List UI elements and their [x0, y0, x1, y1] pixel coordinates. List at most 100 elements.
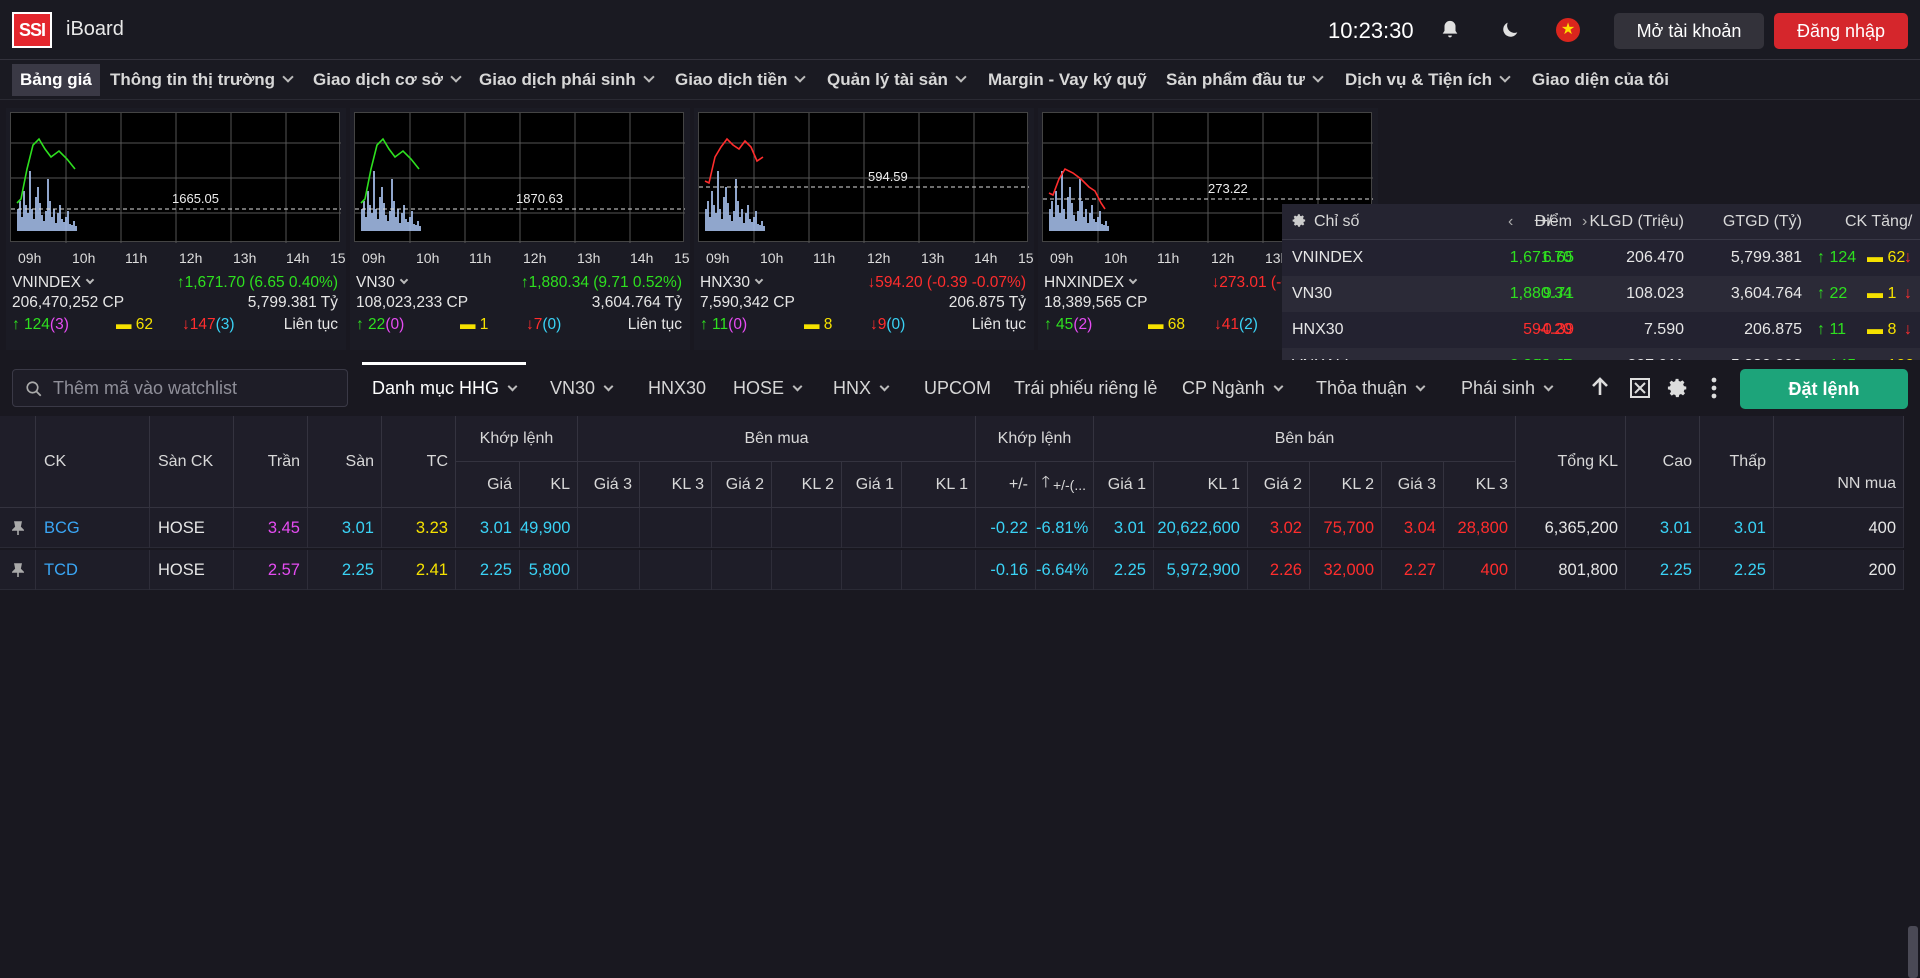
index-row-hnx30[interactable]: HNX30 594.20 -0.39 7.590 206.875 ↑ 11 ▬ 8 ↓ — [1282, 312, 1920, 348]
menu-giao-dich-phai-sinh[interactable]: Giao dịch phái sinh — [479, 60, 655, 100]
col-bgia3[interactable]: Giá 3 — [578, 462, 640, 508]
col-tong-kl[interactable]: Tổng KL — [1516, 416, 1626, 508]
tab-upcom[interactable]: UPCOM — [924, 378, 991, 398]
tab-trái-phiếu-riêng-lẻ[interactable]: Trái phiếu riêng lẻ — [1014, 378, 1158, 398]
ssi-logo[interactable]: SSI — [12, 12, 52, 48]
menu-giao-dich-co-so[interactable]: Giao dịch cơ sở — [313, 60, 462, 100]
index-card-vn30[interactable]: 1870.63 09h 10h 11h 12h 13h 14h 15h VN30 ↑1,880.3… — [350, 108, 690, 350]
hour-label: 12h — [867, 250, 891, 266]
col-san[interactable]: Sàn — [308, 416, 382, 508]
col-change[interactable]: +/- — [976, 462, 1036, 508]
sort-up-icon[interactable]: 🡑 — [1041, 474, 1050, 491]
col-bgia1[interactable]: Giá 1 — [842, 462, 902, 508]
tab-vn30[interactable]: VN30 — [550, 360, 614, 416]
gear-icon[interactable] — [1292, 213, 1307, 233]
index-value: ↑1,880.34 (9.71 0.52%) — [520, 274, 682, 291]
tab-hose[interactable]: HOSE — [733, 360, 803, 416]
index-card-hnx30[interactable]: 594.59 09h 10h 11h 12h 13h 14h 15h HNX30 ↓594.20 … — [694, 108, 1034, 350]
table-row[interactable]: TCD HOSE 2.57 2.25 2.41 2.25 5,800 -0.16 -6.64% 2… — [0, 550, 1904, 590]
pin-icon[interactable] — [0, 508, 36, 548]
index-name[interactable]: HNX30 — [700, 274, 764, 292]
col-thap[interactable]: Thấp — [1700, 416, 1774, 508]
col-skl1[interactable]: KL 1 — [1154, 462, 1248, 508]
col-ben-mua[interactable]: Bên mua — [578, 416, 976, 462]
col-khop-lenh[interactable]: Khớp lệnh — [456, 416, 578, 462]
cell-sanp: 2.25 — [308, 550, 382, 590]
upload-icon[interactable] — [1586, 374, 1614, 402]
menu-giao-dich-tien[interactable]: Giao dịch tiền — [675, 60, 807, 100]
col-san-ck[interactable]: Sàn CK — [150, 416, 234, 508]
decliners: ↓41(2) — [1214, 316, 1258, 333]
tab-phái-sinh[interactable]: Phái sinh — [1461, 360, 1554, 416]
menu-san-pham-dau-tu[interactable]: Sản phẩm đầu tư — [1166, 60, 1324, 100]
col-khop-lenh-2[interactable]: Khớp lệnh — [976, 416, 1094, 462]
index-name[interactable]: VNINDEX — [12, 274, 95, 292]
col-skl3[interactable]: KL 3 — [1444, 462, 1516, 508]
tab-hnx[interactable]: HNX — [833, 360, 890, 416]
hour-label: 13h — [233, 250, 257, 266]
intraday-chart[interactable]: 1870.63 — [354, 112, 685, 243]
col-sgia1[interactable]: Giá 1 — [1094, 462, 1154, 508]
vietnam-flag-icon[interactable]: ★ — [1554, 16, 1582, 44]
cell-gia: 2.25 — [456, 550, 520, 590]
chevron-right-icon[interactable]: › — [1582, 213, 1588, 230]
menu-bang-gia[interactable]: Bảng giá — [12, 64, 100, 96]
col-tran[interactable]: Trần — [234, 416, 308, 508]
col-bkl3[interactable]: KL 3 — [640, 462, 712, 508]
tab-cp-ngành[interactable]: CP Ngành — [1182, 360, 1284, 416]
index-card-vnindex[interactable]: 1665.05 09h 10h 11h 12h 13h 14h 15h VNINDEX ↑1,67… — [6, 108, 346, 350]
chevron-down-icon — [450, 71, 462, 83]
menu-dich-vu-tien-ich[interactable]: Dịch vụ & Tiện ích — [1345, 60, 1511, 100]
intraday-chart[interactable]: 1665.05 — [10, 112, 341, 243]
bell-icon[interactable] — [1436, 16, 1464, 44]
intraday-chart[interactable]: 594.59 — [698, 112, 1029, 243]
app-name: iBoard — [66, 18, 124, 40]
col-ben-ban[interactable]: Bên bán — [1094, 416, 1516, 462]
cell-kl: 49,900 — [520, 508, 578, 548]
excel-icon[interactable] — [1626, 374, 1654, 402]
table-row[interactable]: BCG HOSE 3.45 3.01 3.23 3.01 49,900 -0.22 -6.81%… — [0, 508, 1904, 548]
col-sgia3[interactable]: Giá 3 — [1382, 462, 1444, 508]
index-row-name: VNINDEX — [1292, 249, 1364, 266]
chevron-left-icon[interactable]: ‹ — [1508, 213, 1514, 230]
col-kl[interactable]: KL — [520, 462, 578, 508]
menu-margin[interactable]: Margin - Vay ký quỹ — [988, 70, 1147, 89]
login-button[interactable]: Đăng nhập — [1774, 13, 1908, 49]
col-sgia2[interactable]: Giá 2 — [1248, 462, 1310, 508]
col-gia[interactable]: Giá — [456, 462, 520, 508]
col-nn-mua[interactable]: NN mua — [1774, 416, 1904, 508]
chevron-down-icon — [792, 381, 803, 392]
col-bkl2[interactable]: KL 2 — [772, 462, 842, 508]
index-volume: 206,470,252 CP — [12, 294, 125, 311]
vertical-scrollbar[interactable] — [1908, 926, 1918, 978]
pin-icon[interactable] — [0, 550, 36, 590]
menu-quan-ly-tai-san[interactable]: Quản lý tài sản — [827, 60, 967, 100]
col-bkl1[interactable]: KL 1 — [902, 462, 976, 508]
moon-icon[interactable] — [1496, 16, 1524, 44]
index-name[interactable]: VN30 — [356, 274, 409, 292]
col-pct[interactable]: 🡑 +/-(... — [1036, 462, 1094, 508]
cell-nn: 400 — [1774, 508, 1904, 548]
menu-thong-tin-thi-truong[interactable]: Thông tin thị trường — [110, 60, 294, 100]
more-vertical-icon[interactable] — [1700, 374, 1728, 402]
hour-label: 14h — [286, 250, 310, 266]
settings-icon[interactable] — [1664, 374, 1692, 402]
tab-hnx30[interactable]: HNX30 — [648, 378, 707, 398]
index-name[interactable]: HNXINDEX — [1044, 274, 1138, 292]
col-skl2[interactable]: KL 2 — [1310, 462, 1382, 508]
tab-danh-mục-hhg[interactable]: Danh mục HHG — [361, 360, 527, 416]
cell-sanp: 3.01 — [308, 508, 382, 548]
index-row-vn30[interactable]: VN30 1,880.34 9.71 108.023 3,604.764 ↑ 22 ▬ 1 ↓ — [1282, 276, 1920, 312]
tab-thỏa-thuận[interactable]: Thỏa thuận — [1316, 360, 1426, 416]
index-row-vnindex[interactable]: VNINDEX 1,671.70 6.65 206.470 5,799.381 ↑ 124… — [1282, 240, 1920, 276]
place-order-button[interactable]: Đặt lệnh — [1740, 369, 1908, 409]
col-ck[interactable]: CK — [36, 416, 150, 508]
watchlist-search[interactable] — [12, 369, 348, 407]
open-account-button[interactable]: Mở tài khoản — [1614, 13, 1764, 49]
col-cao[interactable]: Cao — [1626, 416, 1700, 508]
col-bgia2[interactable]: Giá 2 — [712, 462, 772, 508]
hour-axis: 09h 10h 11h 12h 13h 14h 15h — [356, 250, 690, 268]
col-tc[interactable]: TC — [382, 416, 456, 508]
watchlist-input[interactable] — [53, 378, 333, 398]
menu-giao-dien-cua-toi[interactable]: Giao diện của tôi — [1532, 70, 1669, 89]
